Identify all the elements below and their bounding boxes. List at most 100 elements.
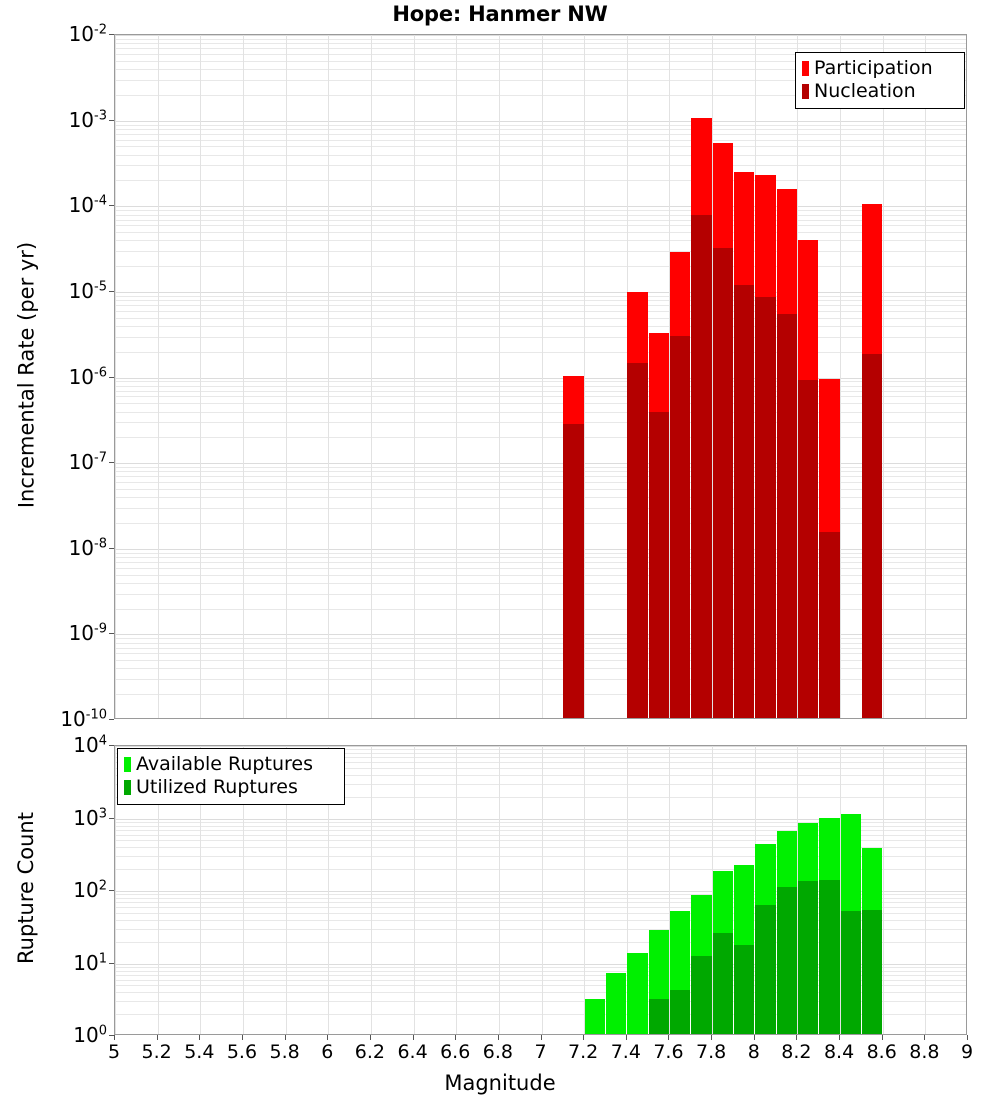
x-axis-tick-label: 7.2	[568, 1041, 599, 1063]
x-axis-tick-label: 6.8	[482, 1041, 513, 1063]
bar	[584, 999, 605, 1034]
bar-segment-nucleation	[861, 353, 883, 718]
bar	[669, 251, 691, 718]
gridline-horizontal	[115, 377, 966, 379]
x-axis-tick-label: 5.8	[269, 1041, 300, 1063]
x-axis-tickmark	[156, 1035, 158, 1040]
gridline-horizontal	[115, 291, 966, 293]
bar-segment-available	[605, 972, 627, 1034]
top-y-axis: 10-2 10-3 10-4 10-5 10-6 10-7 10-8 10-9 10-10	[0, 0, 107, 1100]
bar-segment-utilized	[755, 905, 776, 1034]
gridline-horizontal	[115, 593, 966, 595]
gridline-horizontal	[115, 240, 966, 242]
y-axis-tick-label: 10-5	[68, 278, 107, 303]
gridline-horizontal	[115, 146, 966, 148]
gridline-horizontal	[115, 552, 966, 554]
bar	[776, 830, 797, 1034]
bar	[797, 822, 819, 1034]
gridline-horizontal	[115, 970, 966, 972]
legend-item-utilized-ruptures: Utilized Ruptures	[124, 776, 337, 799]
bar	[819, 379, 840, 718]
gridline-horizontal	[115, 992, 966, 994]
gridline-horizontal	[115, 48, 966, 50]
legend-label-nucleation: Nucleation	[814, 80, 916, 102]
gridline-horizontal	[115, 310, 966, 312]
gridline-horizontal	[115, 1001, 966, 1003]
bar	[819, 818, 840, 1034]
gridline-horizontal	[115, 608, 966, 610]
y-axis-tickmark	[109, 205, 114, 207]
gridline-horizontal	[115, 869, 966, 871]
bar-segment-utilized	[819, 879, 840, 1034]
gridline-vertical	[242, 35, 244, 718]
gridline-vertical	[115, 746, 116, 1034]
gridline-horizontal	[115, 847, 966, 849]
gridline-horizontal	[115, 821, 966, 823]
legend-item-nucleation: Nucleation	[802, 80, 957, 103]
legend-item-participation: Participation	[802, 57, 957, 80]
rupture-count-plot	[114, 745, 967, 1035]
gridline-horizontal	[115, 79, 966, 81]
bar	[776, 189, 797, 718]
gridline-vertical	[498, 746, 500, 1034]
gridline-horizontal	[115, 894, 966, 896]
gridline-horizontal	[115, 396, 966, 398]
x-axis-tickmark	[711, 1035, 713, 1040]
gridline-horizontal	[115, 295, 966, 297]
y-axis-tickmark	[109, 633, 114, 635]
gridline-vertical	[370, 35, 372, 718]
gridline-horizontal	[115, 180, 966, 182]
x-axis-tick-label: 5	[107, 1041, 121, 1063]
x-axis-tick-label: 8	[747, 1041, 760, 1063]
x-axis-tick-label: 5.6	[226, 1041, 258, 1063]
gridline-horizontal	[115, 907, 966, 909]
legend-label-utilized-ruptures: Utilized Ruptures	[136, 776, 298, 798]
gridline-vertical	[242, 746, 244, 1034]
bar	[648, 333, 669, 718]
x-axis-tick-label: 8.6	[866, 1041, 897, 1063]
gridline-horizontal	[115, 912, 966, 914]
gridline-horizontal	[115, 966, 966, 968]
y-axis-tick-label: 10-7	[68, 450, 107, 475]
bar-segment-utilized	[840, 910, 861, 1034]
x-axis-tick-label: 7	[534, 1041, 547, 1063]
bar	[712, 142, 733, 718]
utilized-ruptures-swatch-icon	[124, 780, 131, 795]
gridline-horizontal	[115, 548, 966, 550]
gridline-horizontal	[115, 437, 966, 439]
gridline-horizontal	[115, 482, 966, 484]
gridline-horizontal	[115, 902, 966, 904]
gridline-horizontal	[115, 69, 966, 71]
gridline-vertical	[200, 746, 202, 1034]
gridline-vertical	[584, 746, 586, 1034]
gridline-vertical	[413, 35, 415, 718]
gridline-horizontal	[115, 567, 966, 569]
gridline-horizontal	[115, 985, 966, 987]
gridline-horizontal	[115, 385, 966, 387]
x-axis-tick-label: 8.4	[823, 1041, 855, 1063]
gridline-horizontal	[115, 128, 966, 130]
x-axis-tickmark	[114, 1035, 115, 1040]
bar-segment-available	[584, 999, 605, 1034]
y-axis-tickmark	[109, 1035, 114, 1036]
bar	[755, 843, 776, 1034]
gridline-horizontal	[115, 133, 966, 135]
nucleation-swatch-icon	[802, 84, 809, 99]
gridline-horizontal	[115, 94, 966, 96]
gridline-horizontal	[115, 562, 966, 563]
gridline-horizontal	[115, 390, 966, 392]
y-axis-tick-label: 101	[73, 950, 107, 975]
gridline-horizontal	[115, 774, 966, 776]
x-axis-tickmark	[497, 1035, 499, 1040]
bottom-bars	[115, 746, 966, 1034]
gridline-vertical	[115, 35, 116, 718]
bottom-y-axis-label: Rupture Count	[14, 812, 38, 964]
gridline-vertical	[200, 35, 202, 718]
y-axis-tickmark	[109, 34, 114, 35]
gridline-horizontal	[115, 351, 966, 353]
gridline-horizontal	[115, 381, 966, 383]
y-axis-tickmark	[109, 817, 114, 819]
gridline-horizontal	[115, 206, 966, 208]
bar-segment-nucleation	[691, 214, 712, 718]
